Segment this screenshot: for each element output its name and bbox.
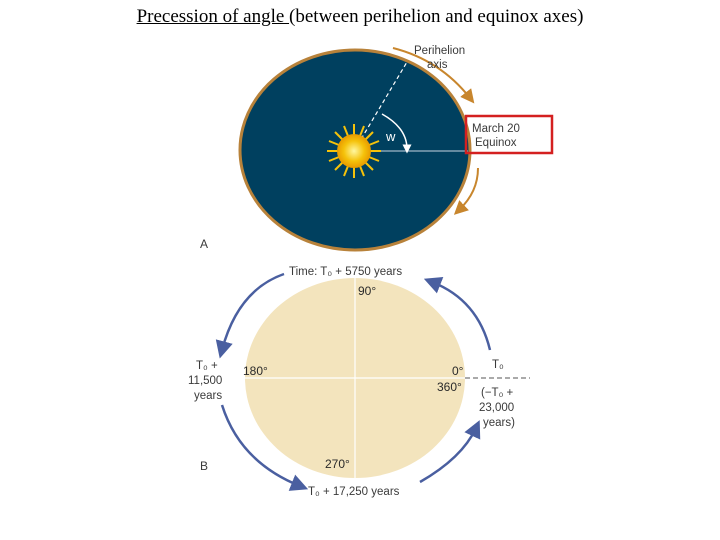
panel-a: w Perihelion axis March 20 Equinox A — [200, 45, 554, 252]
panel-b-label: B — [200, 459, 208, 473]
angle-label: w — [385, 129, 396, 144]
panel-b: 90° 180° 0° 360° 270° Time: T₀ + 5750 ye… — [188, 266, 530, 498]
angle-arc-arrow — [381, 113, 412, 154]
bottom-time-label: T₀ + 17,250 years — [308, 486, 400, 498]
equinox-label-line2: Equinox — [475, 137, 517, 149]
equinox-label-line1: March 20 — [472, 123, 520, 135]
left-time-line1: T₀ + — [196, 360, 218, 372]
sun-icon — [327, 124, 381, 178]
right-time-line4: years) — [483, 417, 515, 429]
panel-a-label: A — [200, 237, 208, 251]
left-time-line2: 11,500 — [188, 375, 222, 387]
cycle-arrow-lower-right — [419, 420, 481, 484]
orbit-arrow-right — [453, 167, 479, 215]
top-time-label: Time: T₀ + 5750 years — [289, 266, 402, 278]
slide-title: Precession of angle (between perihelion … — [0, 6, 720, 28]
right-time-line3: 23,000 — [479, 402, 514, 414]
perihelion-axis-line — [353, 61, 408, 152]
perihelion-label-line1: Perihelion — [414, 45, 465, 57]
right-time-line1: T₀ — [492, 359, 504, 371]
perihelion-label-line2: axis — [427, 59, 448, 71]
title-underlined: Precession of angle — [136, 6, 290, 27]
right-time-line2: (−T₀ + — [481, 387, 514, 399]
degree-0-label: 0° — [452, 364, 464, 378]
equinox-highlight-box — [464, 114, 554, 155]
degree-180-label: 180° — [243, 364, 268, 378]
degree-360-label: 360° — [437, 380, 462, 394]
cycle-arrow-upper-right — [423, 277, 492, 351]
orbit-arrow-top — [392, 47, 475, 104]
degree-270-label: 270° — [325, 457, 350, 471]
cycle-arrow-upper-left — [215, 272, 285, 359]
cycle-arrow-lower-left — [220, 404, 309, 491]
degree-90-label: 90° — [358, 284, 376, 298]
title-rest: (between perihelion and equinox axes) — [289, 6, 584, 27]
left-time-line3: years — [194, 390, 222, 402]
